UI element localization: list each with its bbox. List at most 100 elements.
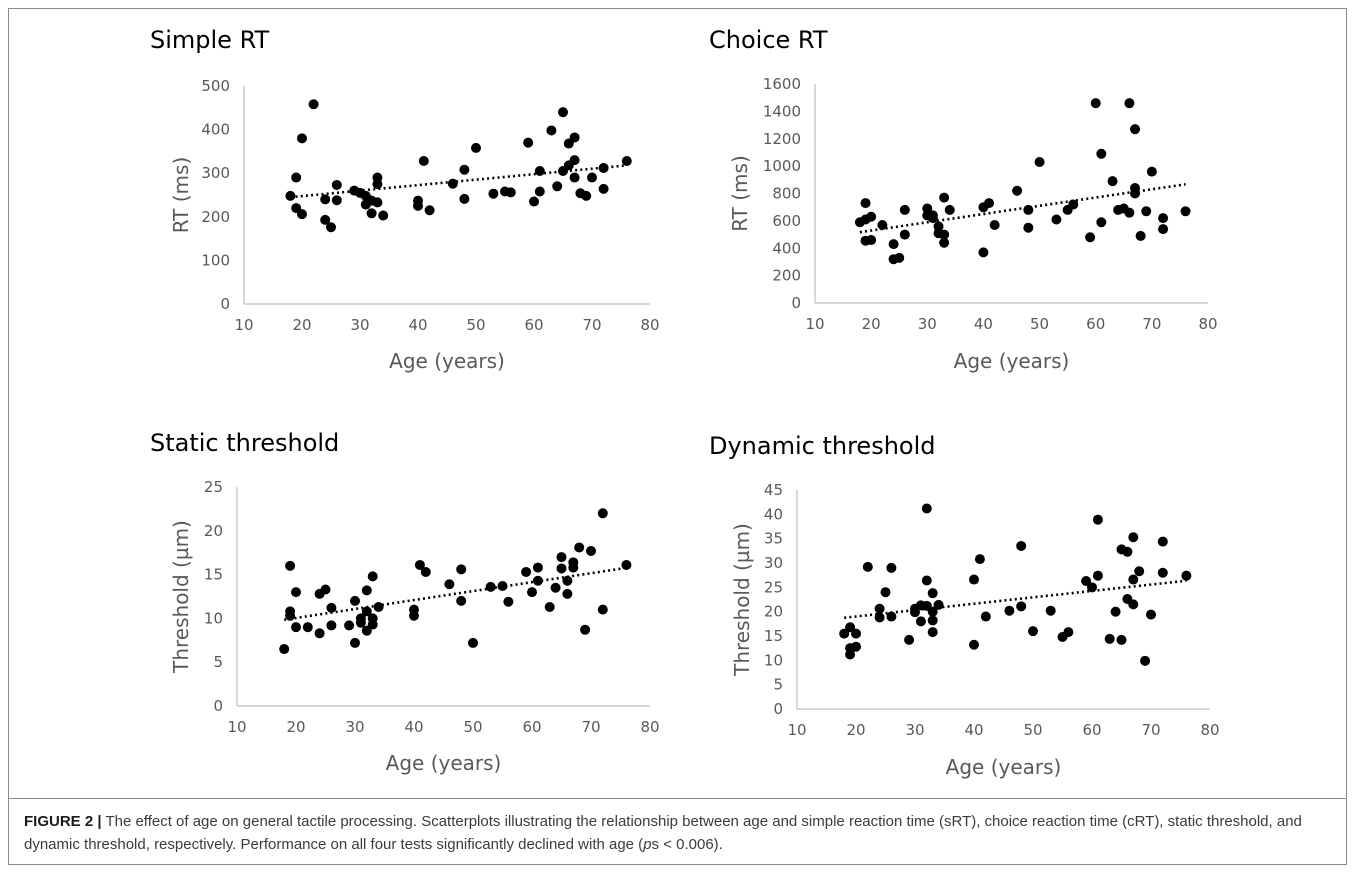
choice-rt-point (1034, 157, 1045, 168)
choice-rt-point (1130, 124, 1141, 135)
dynamic-threshold-point (1045, 605, 1056, 616)
simple-rt-x-tick-label: 10 (234, 316, 253, 334)
static-threshold-point (562, 588, 573, 599)
dynamic-threshold-point (839, 628, 850, 639)
static-threshold-point (367, 619, 378, 630)
static-threshold-point (550, 582, 561, 593)
static-threshold-y-axis-title: Threshold (µm) (169, 520, 193, 674)
static-threshold-x-tick-label: 20 (286, 718, 305, 736)
simple-rt-point (291, 172, 302, 183)
choice-rt-point (1051, 214, 1062, 225)
choice-rt-point (939, 192, 950, 203)
dynamic-threshold-point (915, 616, 926, 627)
static-threshold-point (291, 587, 301, 598)
choice-rt-point (944, 204, 955, 215)
simple-rt-y-tick-label: 300 (201, 164, 230, 182)
static-threshold-x-tick-label: 30 (345, 718, 364, 736)
dynamic-threshold-title: Dynamic threshold (709, 432, 936, 460)
dynamic-threshold-point (1146, 609, 1156, 620)
simple-rt-point (331, 195, 342, 206)
choice-rt-point (894, 252, 905, 263)
simple-rt-x-tick-label: 70 (582, 316, 601, 334)
dynamic-threshold-point (1116, 634, 1127, 645)
dynamic-threshold-point (933, 599, 944, 610)
choice-rt-point (899, 229, 910, 240)
simple-rt-x-tick-label: 30 (350, 316, 369, 334)
choice-rt-point (1096, 217, 1107, 228)
static-threshold-point (532, 562, 543, 573)
dynamic-threshold-point (927, 588, 938, 599)
choice-rt-point (1135, 230, 1146, 241)
static-threshold-x-axis-title: Age (years) (386, 751, 502, 775)
simple-rt-point (418, 155, 429, 166)
dynamic-threshold-x-axis-title: Age (years) (946, 755, 1062, 779)
dynamic-threshold-point (927, 615, 938, 626)
static-threshold-point (621, 559, 632, 570)
choice-rt-y-tick-label: 1600 (763, 75, 801, 93)
choice-rt-point (1012, 185, 1023, 196)
simple-rt-x-tick-label: 20 (292, 316, 311, 334)
static-threshold-point (285, 560, 296, 571)
simple-rt-point (459, 164, 470, 175)
static-threshold-point (414, 559, 425, 570)
simple-rt-point (320, 214, 331, 225)
static-threshold-point (485, 581, 496, 592)
dynamic-threshold-point (851, 641, 861, 652)
simple-rt-point (569, 155, 580, 166)
dynamic-threshold-x-tick-label: 70 (1141, 721, 1160, 739)
dynamic-threshold-point (1016, 540, 1027, 551)
simple-rt-x-tick-label: 60 (524, 316, 543, 334)
static-threshold-x-tick-label: 50 (463, 718, 482, 736)
dynamic-threshold-point (1087, 582, 1097, 593)
simple-rt-point (297, 133, 307, 144)
dynamic-threshold-y-axis-title: Threshold (µm) (730, 523, 754, 677)
choice-rt-y-tick-label: 400 (772, 239, 801, 257)
static-threshold-point (521, 566, 532, 577)
dynamic-threshold-y-tick-label: 0 (773, 700, 783, 718)
static-threshold-point (456, 595, 467, 606)
dynamic-threshold-x-tick-label: 50 (1023, 721, 1042, 739)
choice-rt-point (927, 210, 938, 221)
static-threshold-point (456, 564, 467, 575)
simple-rt-point (598, 183, 609, 194)
simple-rt-point (529, 196, 539, 207)
choice-rt-x-axis-title: Age (years) (954, 349, 1070, 373)
simple-rt-y-tick-label: 100 (201, 251, 230, 269)
dynamic-threshold-y-tick-label: 30 (764, 554, 783, 572)
static-threshold-y-tick-label: 15 (204, 566, 223, 584)
choice-rt-point (1090, 98, 1101, 109)
choice-rt-point (1146, 166, 1157, 177)
dynamic-threshold-point (874, 603, 885, 614)
choice-rt-point (933, 221, 944, 232)
static-threshold-point (597, 604, 608, 615)
simple-rt-point (581, 190, 592, 201)
static-threshold-point (586, 545, 596, 556)
dynamic-threshold-point (1122, 546, 1133, 557)
simple-rt-point (372, 197, 383, 208)
simple-rt-point (297, 209, 307, 220)
static-threshold-point (409, 610, 419, 621)
static-threshold-y-tick-label: 5 (213, 653, 223, 671)
simple-rt-point (471, 142, 481, 153)
choice-rt-x-tick-label: 40 (974, 315, 993, 333)
simple-rt-point (569, 172, 580, 183)
static-threshold-y-tick-label: 25 (204, 478, 223, 496)
dynamic-threshold-point (1004, 605, 1015, 616)
dynamic-threshold-point (980, 611, 991, 622)
figure-caption: FIGURE 2 | The effect of age on general … (24, 810, 1324, 856)
choice-rt-y-tick-label: 1400 (763, 102, 801, 120)
dynamic-threshold-point (969, 639, 979, 650)
simple-rt-x-tick-label: 80 (640, 316, 659, 334)
static-threshold-title: Static threshold (150, 429, 339, 457)
dynamic-threshold-point (927, 627, 938, 638)
static-threshold-point (320, 584, 331, 595)
choice-rt-point (939, 229, 950, 240)
dynamic-threshold-point (969, 574, 979, 585)
dynamic-threshold-point (921, 575, 932, 586)
simple-rt-point (378, 210, 389, 221)
choice-rt-point (1124, 98, 1135, 109)
dynamic-threshold-point (921, 503, 932, 514)
